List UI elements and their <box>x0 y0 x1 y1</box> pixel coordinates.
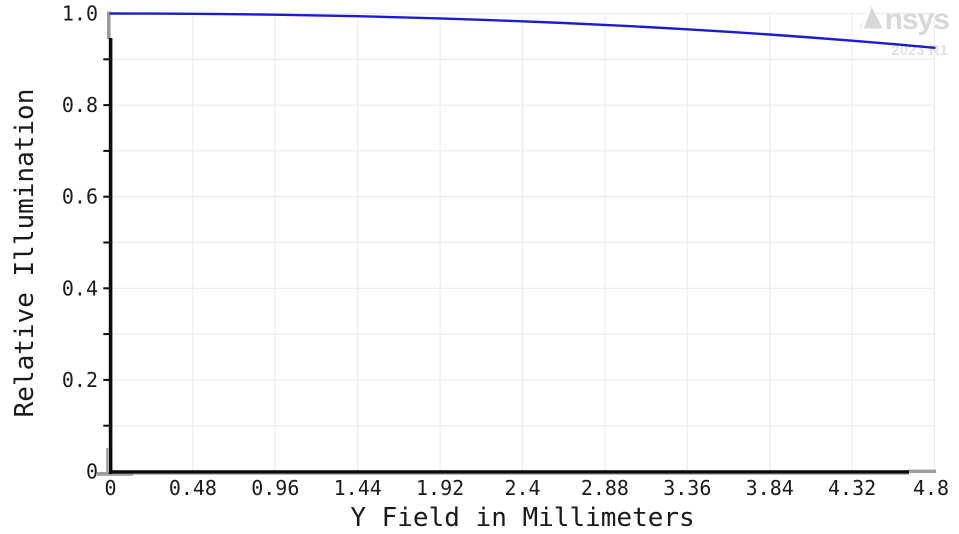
y-tick-label: 0.2 <box>62 368 98 392</box>
ansys-watermark: nsys 2023 R1 <box>858 3 950 58</box>
x-tick-label: 2.88 <box>581 476 629 500</box>
x-tick-label: 0.48 <box>169 476 217 500</box>
x-tick-label: 0.96 <box>251 476 299 500</box>
x-tick-label: 3.36 <box>663 476 711 500</box>
watermark-brand-text: nsys <box>884 3 950 36</box>
x-tick-label: 1.44 <box>334 476 382 500</box>
relative-illumination-curve <box>109 12 936 49</box>
y-tick-label: 0.8 <box>62 93 98 117</box>
y-tick-label: 0 <box>86 460 98 484</box>
y-tick-label: 0.6 <box>62 185 98 209</box>
y-tick-marks <box>103 58 109 427</box>
x-tick-label: 0 <box>104 476 116 500</box>
x-tick-label: 1.92 <box>416 476 464 500</box>
x-tick-label: 2.4 <box>504 476 540 500</box>
y-axis-title: Relative Illumination <box>10 88 40 418</box>
x-tick-label: 4.32 <box>828 476 876 500</box>
x-axis-line <box>110 470 909 474</box>
y-axis-line <box>108 38 113 474</box>
axes <box>97 11 936 476</box>
y-tick-label: 1.0 <box>62 2 98 26</box>
series-curve <box>109 12 936 49</box>
x-tick-label: 4.8 <box>913 476 949 500</box>
y-tick-label: 0.4 <box>62 276 98 300</box>
x-tick-label: 3.84 <box>746 476 794 500</box>
x-axis-title: Y Field in Millimeters <box>350 503 695 533</box>
watermark-brand: nsys <box>858 3 950 36</box>
ansys-logo-icon <box>858 5 884 35</box>
gridlines <box>110 12 936 472</box>
y-tick-labels: 0 0.2 0.4 0.6 0.8 1.0 <box>62 2 98 484</box>
x-tick-labels: 0 0.48 0.96 1.44 1.92 2.4 2.88 3.36 3.84 4.32 4.8 <box>104 476 949 500</box>
